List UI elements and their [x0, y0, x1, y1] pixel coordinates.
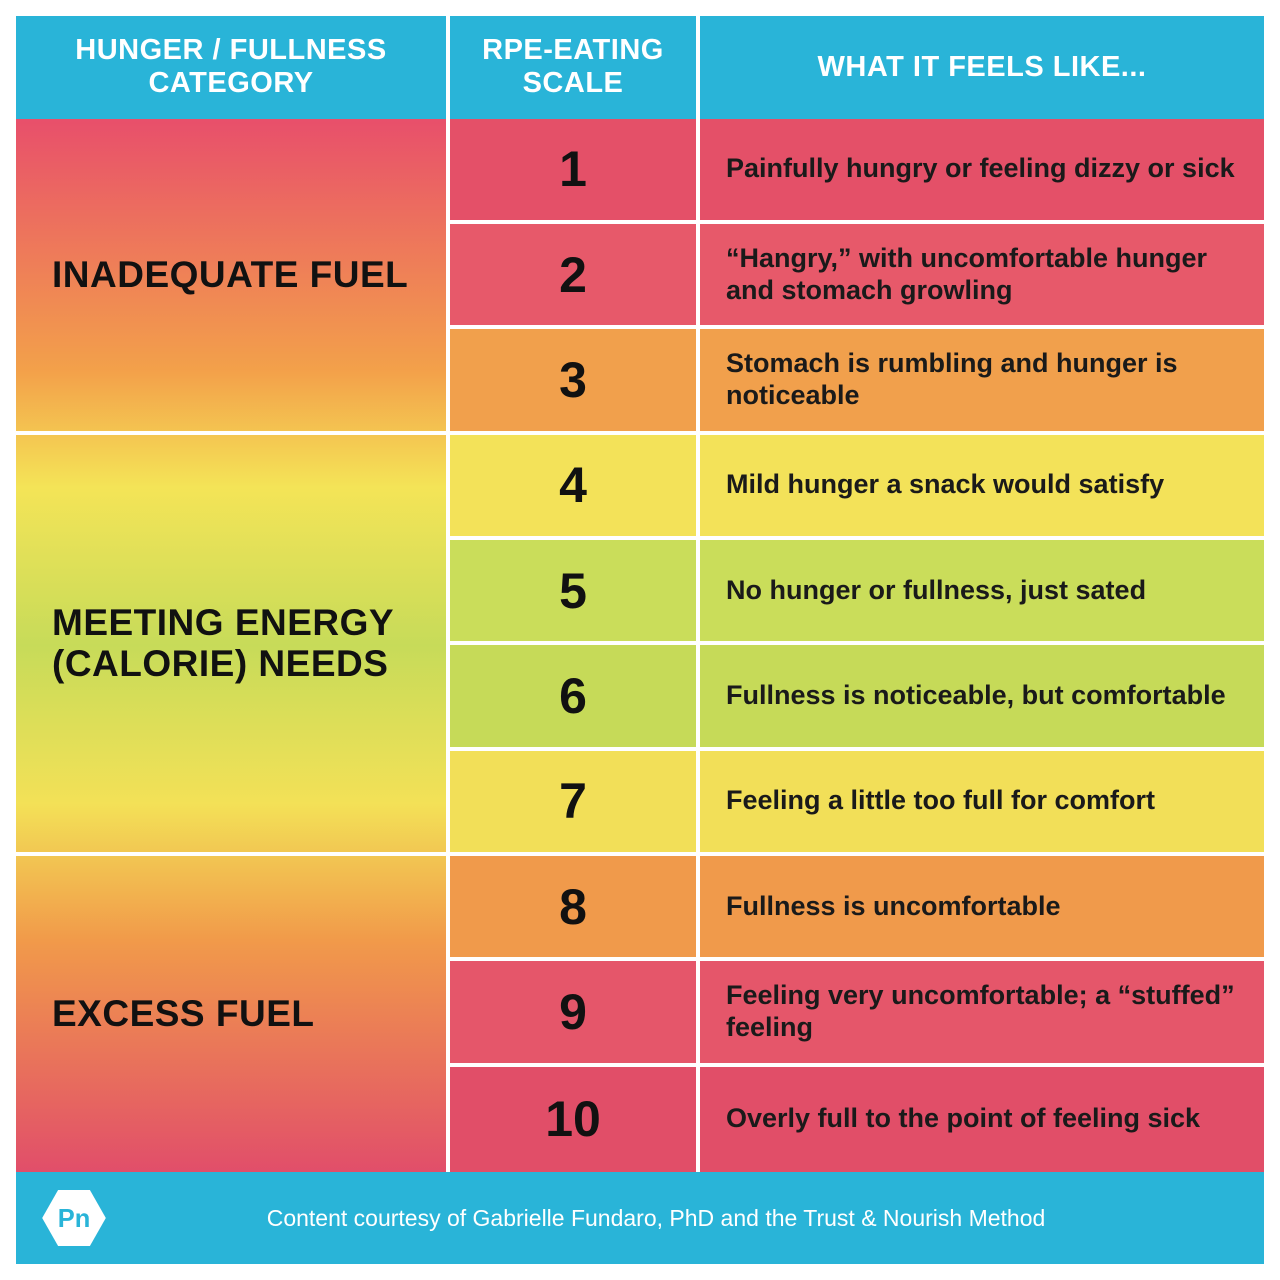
category-cell: EXCESS FUEL — [16, 856, 446, 1172]
header-scale: RPE-EATING SCALE — [446, 16, 696, 119]
description-cell: “Hangry,” with uncomfortable hunger and … — [700, 224, 1264, 325]
pn-logo-icon: Pn — [42, 1190, 106, 1246]
table-row: 9Feeling very uncomfortable; a “stuffed”… — [450, 961, 1264, 1066]
scale-value: 2 — [450, 224, 700, 325]
table-row: 7Feeling a little too full for comfort — [450, 751, 1264, 856]
description-cell: Overly full to the point of feeling sick — [700, 1067, 1264, 1172]
description-cell: No hunger or fullness, just sated — [700, 540, 1264, 641]
description-cell: Painfully hungry or feeling dizzy or sic… — [700, 119, 1264, 220]
scale-value: 4 — [450, 435, 700, 536]
table-footer: Pn Content courtesy of Gabrielle Fundaro… — [16, 1172, 1264, 1264]
category-label: INADEQUATE FUEL — [52, 254, 408, 295]
scale-value: 1 — [450, 119, 700, 220]
description-cell: Feeling a little too full for comfort — [700, 751, 1264, 852]
description-cell: Fullness is noticeable, but comfortable — [700, 645, 1264, 746]
scale-value: 7 — [450, 751, 700, 852]
table-row: 10Overly full to the point of feeling si… — [450, 1067, 1264, 1172]
category-label: MEETING ENERGY (CALORIE) NEEDS — [52, 602, 418, 685]
scale-value: 5 — [450, 540, 700, 641]
description-cell: Feeling very uncomfortable; a “stuffed” … — [700, 961, 1264, 1062]
header-feels-like: WHAT IT FEELS LIKE... — [696, 16, 1264, 119]
category-cell: INADEQUATE FUEL — [16, 119, 446, 435]
description-cell: Fullness is uncomfortable — [700, 856, 1264, 957]
data-column: 1Painfully hungry or feeling dizzy or si… — [446, 119, 1264, 1172]
scale-value: 9 — [450, 961, 700, 1062]
category-label: EXCESS FUEL — [52, 993, 315, 1034]
category-cell: MEETING ENERGY (CALORIE) NEEDS — [16, 435, 446, 856]
table-row: 5No hunger or fullness, just sated — [450, 540, 1264, 645]
category-column: INADEQUATE FUEL MEETING ENERGY (CALORIE) … — [16, 119, 446, 1172]
description-cell: Mild hunger a snack would satisfy — [700, 435, 1264, 536]
description-cell: Stomach is rumbling and hunger is notice… — [700, 329, 1264, 430]
chart-container: HUNGER / FULLNESS CATEGORY RPE-EATING SC… — [0, 0, 1280, 1280]
table-row: 1Painfully hungry or feeling dizzy or si… — [450, 119, 1264, 224]
scale-value: 8 — [450, 856, 700, 957]
scale-value: 10 — [450, 1067, 700, 1172]
table-row: 2“Hangry,” with uncomfortable hunger and… — [450, 224, 1264, 329]
table-body: INADEQUATE FUEL MEETING ENERGY (CALORIE) … — [16, 119, 1264, 1172]
hunger-fullness-table: HUNGER / FULLNESS CATEGORY RPE-EATING SC… — [16, 16, 1264, 1264]
svg-text:Pn: Pn — [58, 1205, 91, 1233]
scale-value: 3 — [450, 329, 700, 430]
table-row: 4Mild hunger a snack would satisfy — [450, 435, 1264, 540]
table-row: 6Fullness is noticeable, but comfortable — [450, 645, 1264, 750]
table-header-row: HUNGER / FULLNESS CATEGORY RPE-EATING SC… — [16, 16, 1264, 119]
header-category: HUNGER / FULLNESS CATEGORY — [16, 16, 446, 119]
scale-value: 6 — [450, 645, 700, 746]
table-row: 8Fullness is uncomfortable — [450, 856, 1264, 961]
footer-credit-text: Content courtesy of Gabrielle Fundaro, P… — [134, 1205, 1238, 1232]
table-row: 3Stomach is rumbling and hunger is notic… — [450, 329, 1264, 434]
